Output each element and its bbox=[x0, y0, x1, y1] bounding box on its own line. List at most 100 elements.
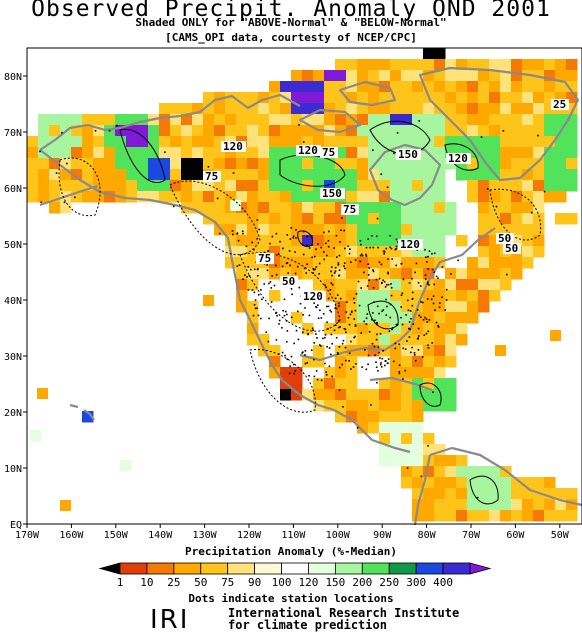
anomaly-cell bbox=[401, 290, 413, 302]
anomaly-cell bbox=[60, 169, 72, 181]
anomaly-cell bbox=[445, 224, 457, 236]
anomaly-cell bbox=[390, 158, 402, 170]
anomaly-cell bbox=[280, 202, 292, 214]
station-dot bbox=[263, 283, 265, 285]
anomaly-cell bbox=[445, 103, 457, 115]
anomaly-cell bbox=[357, 312, 369, 324]
station-dot bbox=[350, 261, 352, 263]
anomaly-cell bbox=[566, 114, 578, 126]
colorbar-tick-label: 10 bbox=[140, 576, 153, 589]
station-dot bbox=[411, 298, 414, 300]
contour-label: 120 bbox=[448, 152, 468, 165]
anomaly-cell bbox=[280, 147, 292, 159]
anomaly-cell bbox=[500, 191, 512, 203]
station-dot bbox=[316, 378, 319, 381]
station-dot bbox=[295, 229, 297, 231]
station-dot bbox=[331, 283, 334, 286]
station-dot bbox=[325, 286, 327, 289]
anomaly-cell bbox=[467, 147, 479, 159]
anomaly-cell bbox=[82, 136, 94, 148]
station-dot bbox=[427, 344, 429, 347]
colorbar-title: Precipitation Anomaly (%-Median) bbox=[185, 545, 397, 558]
station-dot bbox=[302, 141, 305, 143]
anomaly-cell bbox=[566, 81, 578, 93]
station-dot bbox=[377, 246, 379, 249]
anomaly-cell bbox=[511, 499, 523, 511]
station-dot bbox=[382, 350, 384, 352]
anomaly-cell bbox=[533, 158, 545, 170]
anomaly-cell bbox=[401, 312, 413, 324]
station-dot bbox=[324, 284, 326, 287]
station-dot bbox=[348, 323, 351, 326]
anomaly-cell bbox=[357, 301, 369, 313]
anomaly-cell bbox=[247, 312, 259, 324]
anomaly-cell bbox=[566, 125, 578, 137]
station-dot bbox=[385, 314, 388, 316]
station-dot bbox=[351, 310, 353, 313]
station-dot bbox=[530, 211, 533, 214]
station-dot bbox=[376, 305, 379, 308]
anomaly-cell bbox=[269, 191, 281, 203]
station-dot bbox=[256, 237, 259, 240]
anomaly-cell bbox=[544, 114, 556, 126]
anomaly-cell bbox=[313, 81, 325, 93]
anomaly-cell bbox=[192, 114, 204, 126]
station-dot bbox=[398, 364, 401, 367]
station-dot bbox=[336, 256, 338, 258]
anomaly-cell bbox=[203, 295, 214, 306]
anomaly-cell bbox=[335, 92, 347, 104]
station-dot bbox=[248, 275, 251, 277]
station-dot bbox=[320, 345, 322, 347]
station-dot bbox=[306, 244, 308, 247]
anomaly-cell bbox=[379, 213, 391, 225]
anomaly-cell bbox=[291, 125, 303, 137]
anomaly-cell bbox=[478, 279, 490, 291]
anomaly-cell bbox=[269, 81, 281, 93]
anomaly-cell bbox=[225, 125, 237, 137]
anomaly-cell bbox=[280, 191, 292, 203]
station-dot bbox=[283, 298, 286, 301]
anomaly-cell bbox=[313, 103, 325, 115]
station-dot bbox=[345, 331, 347, 334]
colorbar-swatch bbox=[469, 562, 492, 575]
station-dot bbox=[242, 232, 244, 235]
anomaly-cell bbox=[214, 147, 226, 159]
anomaly-cell bbox=[401, 191, 413, 203]
anomaly-cell bbox=[346, 158, 358, 170]
station-dot bbox=[427, 444, 429, 447]
anomaly-cell bbox=[390, 59, 402, 71]
anomaly-cell bbox=[489, 466, 501, 478]
station-dot bbox=[387, 272, 389, 275]
anomaly-cell bbox=[137, 191, 149, 203]
anomaly-cell bbox=[500, 92, 512, 104]
anomaly-cell bbox=[522, 147, 534, 159]
anomaly-cell bbox=[390, 224, 402, 236]
anomaly-cell bbox=[357, 213, 369, 225]
anomaly-cell bbox=[27, 158, 39, 170]
anomaly-cell bbox=[71, 191, 83, 203]
anomaly-cell bbox=[511, 191, 523, 203]
anomaly-cell bbox=[555, 59, 567, 71]
anomaly-cell bbox=[148, 191, 160, 203]
anomaly-cell bbox=[423, 103, 435, 115]
anomaly-cell bbox=[423, 466, 435, 478]
station-dot bbox=[341, 342, 344, 345]
anomaly-cell bbox=[423, 180, 435, 192]
colorbar-tick-label: 300 bbox=[406, 576, 426, 589]
station-dot bbox=[374, 354, 376, 357]
anomaly-cell bbox=[181, 114, 193, 126]
station-dot bbox=[253, 268, 256, 271]
anomaly-cell bbox=[346, 213, 358, 225]
anomaly-cell bbox=[456, 477, 468, 489]
anomaly-cell bbox=[357, 92, 369, 104]
anomaly-cell bbox=[544, 136, 556, 148]
anomaly-cell bbox=[412, 180, 424, 192]
station-dot bbox=[40, 201, 43, 204]
station-dot bbox=[293, 372, 295, 375]
anomaly-cell bbox=[346, 59, 358, 71]
anomaly-cell bbox=[555, 136, 567, 148]
anomaly-cell bbox=[445, 510, 457, 522]
anomaly-cell bbox=[434, 59, 446, 71]
anomaly-cell bbox=[170, 191, 182, 203]
anomaly-cell bbox=[258, 180, 270, 192]
